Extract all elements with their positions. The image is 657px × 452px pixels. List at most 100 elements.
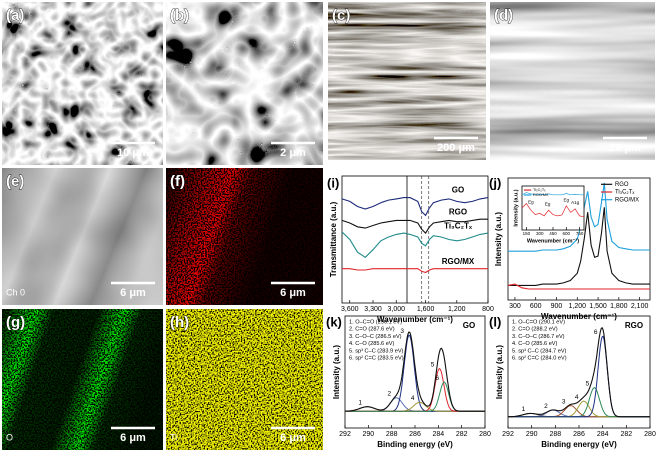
peak-annotation: Eg	[528, 199, 534, 204]
legend-entry: 5. sp³ C–C (284.7 eV)	[512, 348, 567, 354]
series-line	[341, 197, 489, 217]
legend-entry: 1. O–C=O (290.1 eV)	[349, 319, 402, 325]
x-axis-label: Wavenumber (cm⁻¹)	[377, 315, 453, 324]
envelope	[507, 326, 650, 418]
overlay	[2, 168, 163, 305]
x-tick-label: 3,000	[387, 306, 405, 313]
x-tick-label: 290	[362, 431, 374, 438]
channel-label: Ti	[170, 432, 177, 442]
panel-label: (e)	[6, 173, 24, 190]
series-label: RGO	[449, 207, 467, 216]
panel: (h) 6 μm Ti	[166, 309, 323, 450]
series-line	[341, 231, 489, 259]
panel: (a) 10 μm	[2, 2, 163, 165]
chart-label: (k)	[326, 314, 342, 329]
fit-peak	[508, 405, 650, 418]
x-tick-label: 284	[597, 431, 609, 438]
scale-bar-label: 6 μm	[120, 287, 146, 299]
panel-label: (b)	[170, 7, 189, 24]
x-tick-label: 3,600	[341, 306, 359, 313]
x-tick-label: 280	[479, 431, 491, 438]
plot-frame	[507, 315, 651, 429]
micrograph	[2, 2, 163, 165]
peak-annotation: Eg	[564, 197, 570, 202]
x-tick-label: 2,100	[631, 303, 649, 310]
x-tick-label: 1,200	[448, 306, 466, 313]
plot-frame	[521, 185, 585, 231]
legend-label: RGO/MX	[533, 193, 549, 197]
peak-number: 2	[388, 390, 392, 397]
peak-number: 5	[586, 380, 590, 387]
panel-label: (g)	[6, 314, 25, 331]
micrograph	[166, 2, 323, 165]
panel-label: (a)	[6, 7, 24, 24]
x-tick-label: 450	[549, 231, 557, 236]
x-tick-label: 288	[386, 431, 398, 438]
scale-bar-label: 2 μm	[280, 147, 306, 159]
fit-peak	[508, 400, 650, 418]
scale-bar-label: 20 μm	[609, 142, 641, 154]
scale-bar-label: 10 μm	[117, 147, 149, 159]
chart: (l) Binding energy (eV) Intensity (a.u.) 29…	[489, 314, 656, 448]
series-line	[507, 283, 650, 290]
x-axis-label: Binding energy (eV)	[377, 440, 453, 449]
panel: (e) 6 μm Ch 0	[2, 168, 163, 305]
x-tick-label: 600	[563, 231, 571, 236]
x-tick-label: 300	[536, 231, 544, 236]
panel-label: (d)	[494, 7, 513, 24]
overlay	[166, 168, 323, 305]
y-axis-label: Intensity (a.u.)	[332, 345, 341, 400]
fit-peak	[345, 406, 485, 412]
panel: (c) 200 μm	[328, 2, 486, 160]
legend-entry: 2. C=O (288.2 eV)	[512, 327, 558, 333]
scale-bar-label: 200 μm	[437, 142, 475, 154]
series-line	[521, 203, 585, 218]
peak-number: 1	[522, 406, 526, 413]
x-tick-label: 1,500	[589, 303, 607, 310]
chart: (i) Wavenumber (cm⁻¹) Transmittance (a.u.)…	[327, 175, 494, 323]
scale-bar-label: 6 μm	[280, 432, 306, 444]
chart-label: (l)	[489, 314, 501, 329]
peak-number: 4	[575, 394, 579, 401]
series-label: Ti₃C₂Tₓ	[444, 221, 472, 230]
x-tick-label: 800	[482, 306, 494, 313]
peak-annotation: Eg	[545, 202, 551, 207]
legend-label: RGO/MX	[615, 197, 639, 203]
chart-label: (i)	[327, 175, 339, 190]
y-axis-label: Transmittance (a.u.)	[329, 201, 338, 277]
legend-entry: 5. sp³ C–C (283.9 eV)	[349, 348, 404, 354]
legend-entry: 6. sp² C=C (283.5 eV)	[349, 355, 404, 361]
series-line	[342, 268, 488, 274]
scale-bar-label: 6 μm	[280, 287, 306, 299]
x-tick-label: 284	[432, 431, 444, 438]
x-tick-label: 288	[549, 431, 561, 438]
x-tick-label: 150	[523, 231, 531, 236]
series-line	[521, 192, 584, 196]
legend-entry: 4. C–O (285.6 eV)	[349, 341, 395, 347]
x-axis-label: Binding energy (eV)	[541, 440, 617, 449]
panel-label: (c)	[332, 7, 350, 24]
series-label: RGO/MX	[442, 257, 475, 266]
series-label: GO	[452, 186, 464, 195]
x-tick-label: 1,800	[610, 303, 628, 310]
x-tick-label: 1,200	[569, 303, 587, 310]
series-line	[508, 207, 650, 286]
x-tick-label: 290	[526, 431, 538, 438]
peak-number: 4	[411, 395, 415, 402]
legend-entry: 6. sp² C=C (284.0 eV)	[512, 355, 567, 361]
legend-entry: 3. C–O–C (286.7 eV)	[512, 334, 565, 340]
panel: (g) 6 μm O	[2, 309, 163, 450]
x-tick-label: 280	[644, 431, 656, 438]
x-tick-label: 282	[620, 431, 632, 438]
y-axis-label: Intensity (a.u.)	[513, 189, 519, 226]
x-tick-label: 292	[502, 431, 514, 438]
panel: (b) 2 μm	[166, 2, 323, 165]
plot-frame	[507, 177, 651, 301]
panel: (f) 6 μm	[166, 168, 323, 305]
micrograph	[490, 2, 655, 160]
x-tick-label: 292	[339, 431, 351, 438]
peak-number: 5	[431, 361, 435, 368]
legend-label: RGO	[615, 182, 629, 188]
x-tick-label: 286	[409, 431, 421, 438]
